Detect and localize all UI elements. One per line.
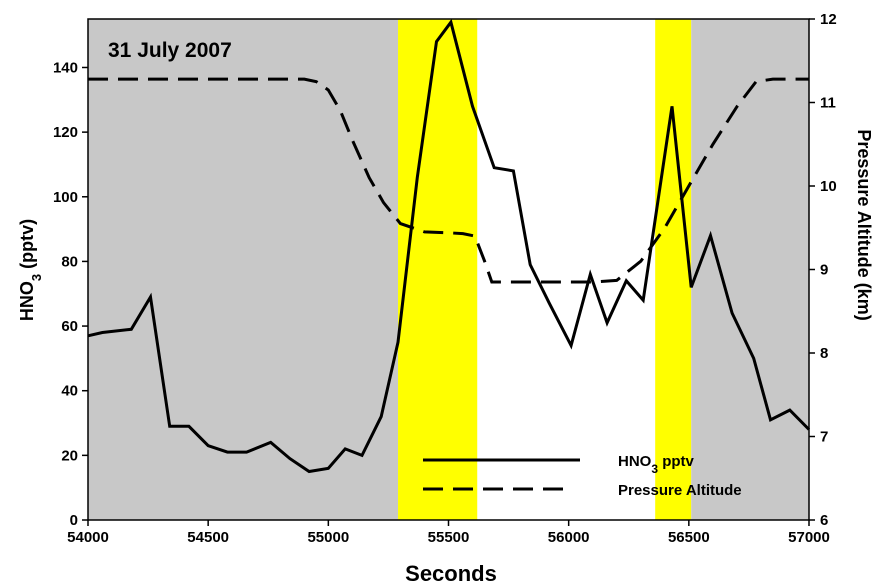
series-lines [87,18,811,474]
legend-label-hno3: HNO3 pptv [618,453,695,476]
background-region-1 [398,19,478,520]
y-right-tick-label-12: 12 [820,11,837,28]
x-tick-label-56500: 56500 [668,529,710,546]
series-line-pressure-altitude [88,77,809,284]
x-tick-label-56000: 56000 [548,529,590,546]
x-tick-label-54500: 54500 [187,529,229,546]
x-axis-title: Seconds [405,561,497,585]
x-tick-label-55000: 55000 [307,529,349,546]
legend-label-pressure: Pressure Altitude [618,482,742,499]
y-left-tick-label-60: 60 [61,318,78,335]
date-annotation: 31 July 2007 [108,39,232,62]
legend-label-hno3-suffix: pptv [658,453,694,470]
background-region-3 [655,19,692,520]
x-tick-label-54000: 54000 [67,529,109,546]
y-left-tick-label-20: 20 [61,447,78,464]
y-axis-title-left: HNO3 (pptv) [17,219,44,321]
y-left-tick-label-140: 140 [53,59,78,76]
y-right-tick-label-7: 7 [820,429,828,446]
legend-label-hno3-sub: 3 [651,462,658,476]
background-region-4 [691,19,809,520]
y-right-tick-label-11: 11 [820,95,836,112]
background-regions [88,19,809,520]
y-right-tick-label-8: 8 [820,345,828,362]
legend: HNO3 pptv Pressure Altitude [423,453,742,499]
y-right-tick-label-9: 9 [820,262,828,279]
y-left-tick-label-100: 100 [53,189,78,206]
y-left-tick-label-0: 0 [70,512,78,529]
y-axis-title-left-unit: (pptv) [17,219,37,274]
y-left-tick-label-120: 120 [53,124,78,141]
y-right-tick-label-10: 10 [820,178,837,195]
y-left-tick-label-40: 40 [61,383,78,400]
background-region-0 [88,19,399,520]
background-region-2 [477,19,656,520]
y-right-tick-label-6: 6 [820,512,828,529]
y-left-tick-label-80: 80 [61,253,78,270]
series-line-hno3 [87,18,811,474]
legend-label-hno3-main: HNO [618,453,652,470]
y-axis-title-left-sub: 3 [29,274,44,281]
x-tick-label-55500: 55500 [428,529,470,546]
y-axis-title-left-main: HNO [17,281,37,321]
x-tick-label-57000: 57000 [788,529,830,546]
axis-ticks: 54000 54500 55000 55500 56000 56500 57000 0 20 40… [53,11,837,546]
y-axis-title-right: Pressure Altitude (km) [854,129,874,320]
